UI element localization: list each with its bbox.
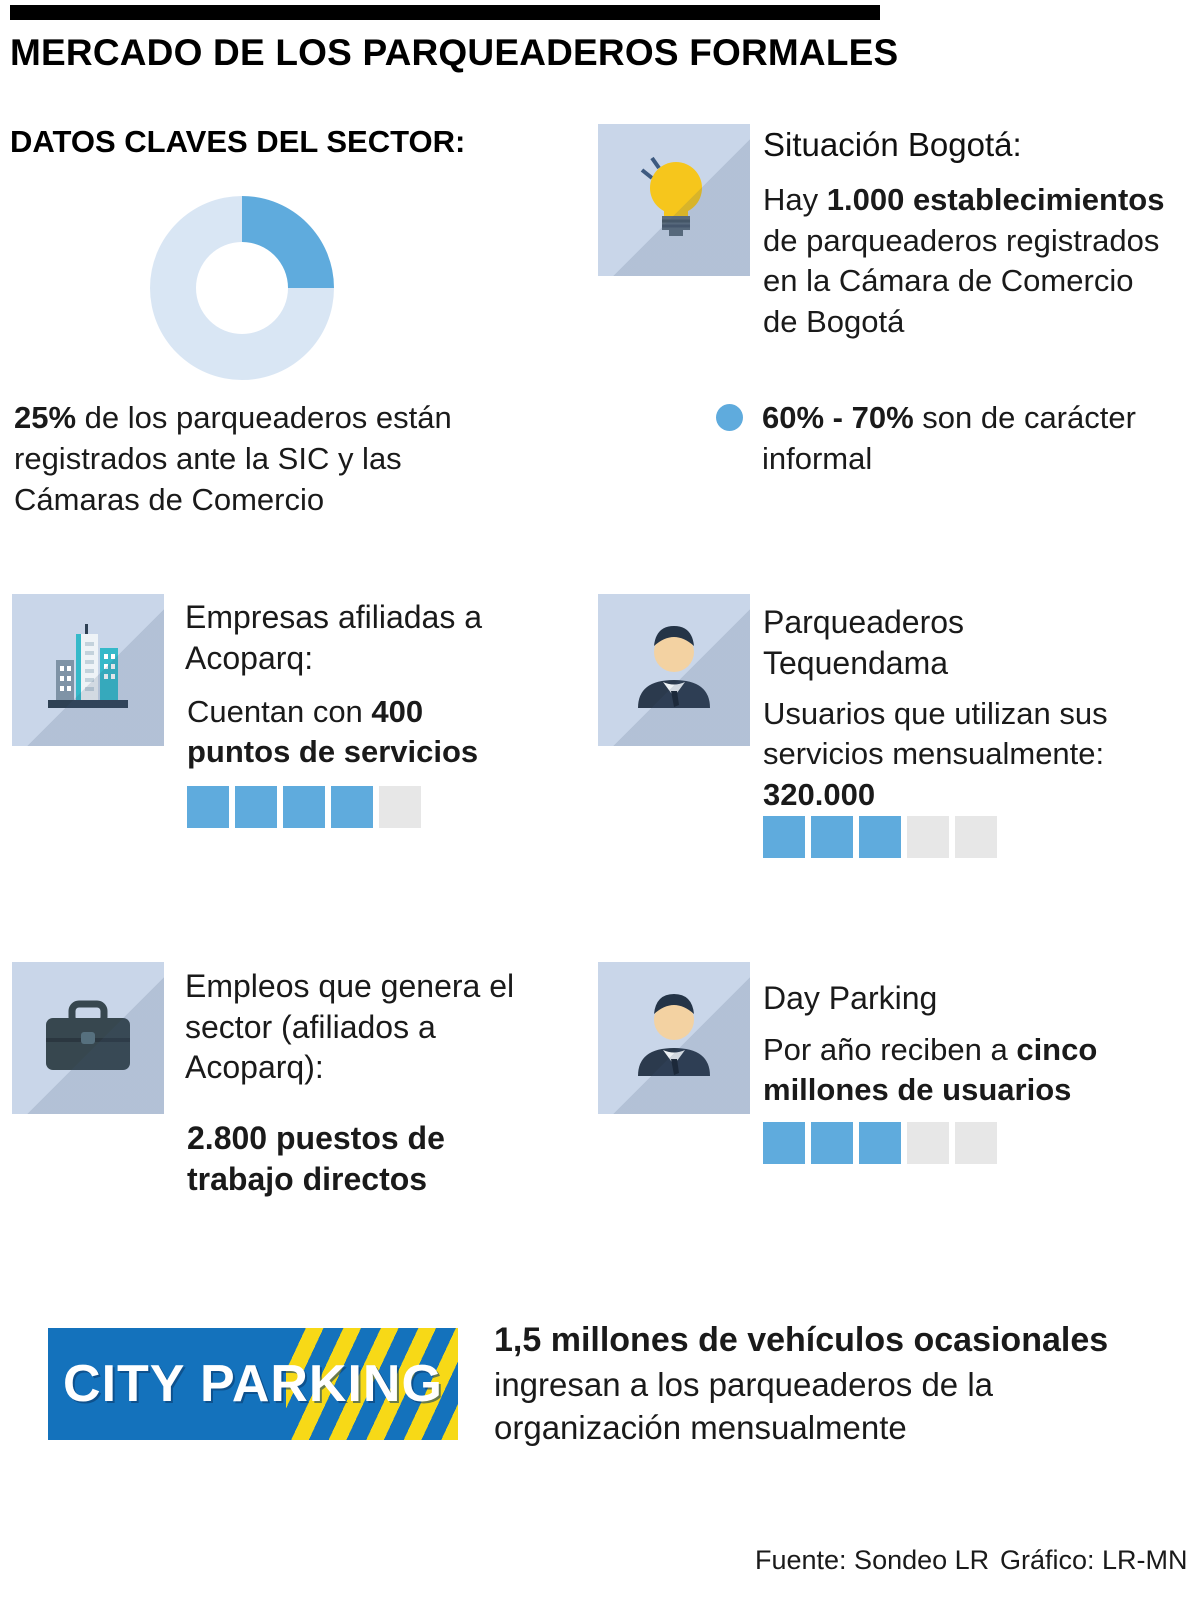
text-run: ingresan a los parqueaderos de la organi… <box>494 1365 994 1447</box>
donut-caption-text: de los parqueaderos están registrados an… <box>14 400 452 517</box>
businessman-icon <box>598 594 750 746</box>
tequendama-body: Usuarios que utilizan sus servicios mens… <box>763 694 1167 815</box>
progress-square-empty <box>907 1122 949 1164</box>
progress-square-empty <box>379 786 421 828</box>
text-run-bold: cinco millones de usuarios <box>763 1032 1098 1108</box>
progress-square-filled <box>811 816 853 858</box>
bogota-establishments-text: Hay 1.000 establecimientos de parqueader… <box>763 180 1171 342</box>
donut-caption: 25% de los parqueaderos están registrado… <box>14 398 530 521</box>
text-run-bold: 1.000 establecimientos <box>826 182 1165 217</box>
empleos-heading: Empleos que genera el sector (afiliados … <box>185 968 515 1086</box>
text-run-bold: 60% - 70% <box>762 400 914 435</box>
progress-square-filled <box>859 816 901 858</box>
progress-square-filled <box>235 786 277 828</box>
footer-source: Fuente: Sondeo LR <box>755 1545 990 1575</box>
empleos-figure: 2.800 puestos de trabajo directos <box>187 1120 445 1197</box>
dayparking-progress-squares <box>763 1122 997 1164</box>
bogota-heading: Situación Bogotá: <box>763 126 1022 163</box>
bullet-dot <box>716 404 743 431</box>
section-heading: DATOS CLAVES DEL SECTOR: <box>10 124 466 159</box>
text-run: Usuarios que utilizan sus servicios mens… <box>763 696 1108 772</box>
buildings-icon <box>12 594 164 746</box>
buildings-icon-art <box>48 624 128 708</box>
page-title: MERCADO DE LOS PARQUEADEROS FORMALES <box>10 32 899 73</box>
progress-square-filled <box>859 1122 901 1164</box>
lightbulb-icon-art <box>640 156 702 236</box>
progress-square-empty <box>907 816 949 858</box>
briefcase-icon <box>12 962 164 1114</box>
tequendama-progress-squares <box>763 816 997 858</box>
donut-chart <box>150 196 334 380</box>
briefcase-icon-art <box>46 1000 130 1070</box>
text-run: son de carácter informal <box>762 400 1136 476</box>
footer-credit: Gráfico: LR-MN <box>1000 1545 1188 1575</box>
dayparking-heading: Day Parking <box>763 980 938 1016</box>
lightbulb-icon <box>598 124 750 276</box>
acoparq-progress-squares <box>187 786 421 828</box>
progress-square-empty <box>955 1122 997 1164</box>
city-parking-logo: CITY PARKING <box>48 1328 458 1440</box>
businessman-icon-art <box>638 626 710 708</box>
text-run: de parqueaderos registrados en la Cámara… <box>763 222 1160 339</box>
tequendama-heading: Parqueaderos Tequendama <box>763 604 965 681</box>
progress-square-empty <box>955 816 997 858</box>
bogota-informal-text: 60% - 70% son de carácter informal <box>762 398 1162 479</box>
text-run: Cuentan con <box>187 694 372 729</box>
donut-caption-percent: 25% <box>14 400 77 435</box>
progress-square-filled <box>763 816 805 858</box>
progress-square-filled <box>763 1122 805 1164</box>
text-run: Por año reciben a <box>763 1032 1017 1067</box>
top-accent-bar <box>10 5 880 20</box>
text-run-bold: 1,5 millones de vehículos ocasionales <box>494 1321 1109 1359</box>
text-run-bold: 400 puntos de servicios <box>187 694 479 770</box>
progress-square-filled <box>331 786 373 828</box>
businessman-icon <box>598 962 750 1114</box>
text-run: Hay <box>763 182 827 217</box>
progress-square-filled <box>283 786 325 828</box>
acoparq-heading: Empresas afiliadas a Acoparq: <box>185 599 483 676</box>
businessman-icon-art <box>638 994 710 1076</box>
acoparq-body: Cuentan con 400 puntos de servicios <box>187 692 521 773</box>
progress-square-filled <box>187 786 229 828</box>
city-parking-caption: 1,5 millones de vehículos ocasionales ing… <box>494 1318 1138 1450</box>
dayparking-body: Por año reciben a cinco millones de usua… <box>763 1030 1151 1111</box>
tequendama-figure: 320.000 <box>763 776 876 812</box>
progress-square-filled <box>811 1122 853 1164</box>
city-parking-logo-text: CITY PARKING <box>63 1355 443 1413</box>
